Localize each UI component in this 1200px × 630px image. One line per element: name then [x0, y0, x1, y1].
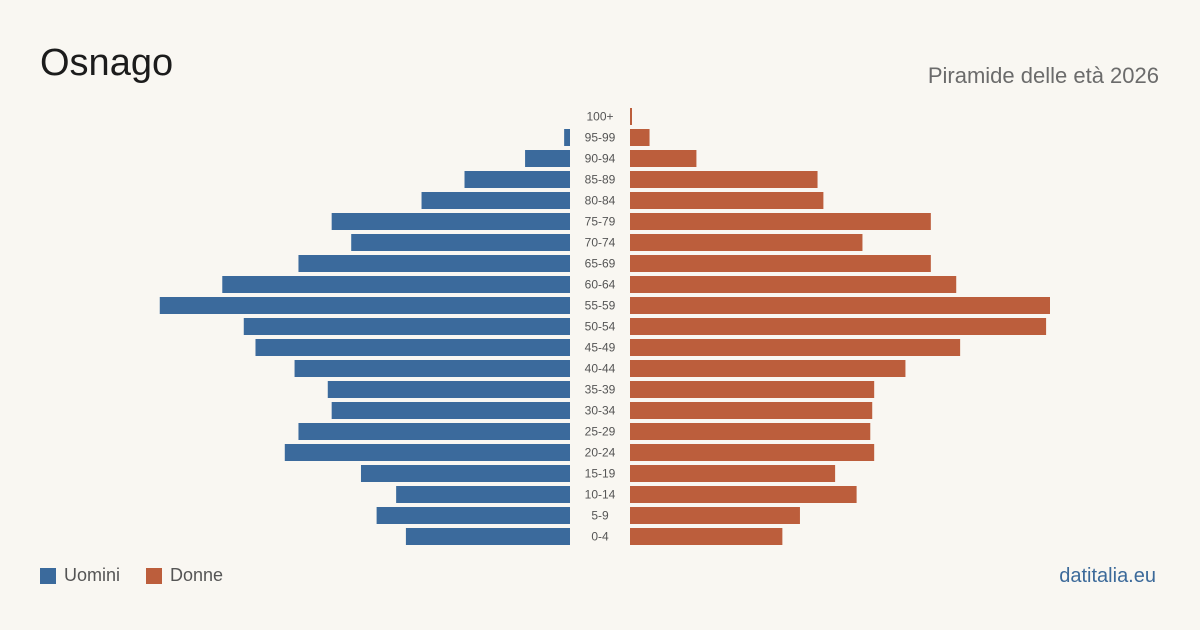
age-label-35-39: 35-39: [585, 383, 616, 397]
age-label-25-29: 25-29: [585, 425, 616, 439]
age-label-85-89: 85-89: [585, 173, 616, 187]
bar-men-10-14: [396, 486, 570, 503]
bar-women-35-39: [630, 381, 875, 398]
bar-men-15-19: [360, 465, 570, 482]
chart-title: Osnago: [40, 42, 174, 84]
bar-women-80-84: [630, 192, 824, 209]
bar-men-5-9: [376, 507, 570, 524]
legend-swatch-men: [40, 567, 56, 584]
bar-women-75-79: [630, 213, 931, 230]
age-label-75-79: 75-79: [585, 215, 616, 229]
bar-women-90-94: [630, 150, 697, 167]
age-label-65-69: 65-69: [585, 257, 616, 271]
bar-men-30-34: [331, 402, 570, 419]
age-label-0-4: 0-4: [591, 530, 609, 544]
bar-women-45-49: [630, 339, 961, 356]
bar-men-95-99: [564, 129, 570, 146]
age-label-30-34: 30-34: [585, 404, 616, 418]
bar-women-50-54: [630, 318, 1047, 335]
bar-men-75-79: [331, 213, 570, 230]
legend-item-men: Uomini: [40, 565, 120, 586]
bar-men-55-59: [159, 297, 570, 314]
bar-men-50-54: [243, 318, 570, 335]
bar-women-65-69: [630, 255, 931, 272]
bar-women-40-44: [630, 360, 906, 377]
bar-men-35-39: [327, 381, 570, 398]
age-label-55-59: 55-59: [585, 299, 616, 313]
age-label-15-19: 15-19: [585, 467, 616, 481]
bar-women-95-99: [630, 129, 650, 146]
bar-women-70-74: [630, 234, 863, 251]
bar-women-0-4: [630, 528, 783, 545]
bar-women-25-29: [630, 423, 871, 440]
bar-men-20-24: [284, 444, 570, 461]
bar-men-80-84: [421, 192, 570, 209]
bar-women-5-9: [630, 507, 800, 524]
bar-men-90-94: [525, 150, 570, 167]
bar-men-60-64: [222, 276, 571, 293]
bar-men-25-29: [298, 423, 570, 440]
source-link[interactable]: datitalia.eu: [1059, 565, 1156, 587]
bar-women-60-64: [630, 276, 957, 293]
chart-subtitle: Piramide delle età 2026: [927, 63, 1159, 88]
legend-swatch-women: [146, 567, 163, 584]
age-label-70-74: 70-74: [585, 236, 616, 250]
bar-women-30-34: [630, 402, 873, 419]
bar-women-15-19: [630, 465, 836, 482]
age-label-100plus: 100+: [586, 110, 613, 124]
legend-item-women: Donne: [146, 565, 223, 586]
bar-men-45-49: [255, 339, 570, 356]
bar-men-85-89: [464, 171, 570, 188]
age-label-95-99: 95-99: [585, 131, 616, 145]
bar-women-55-59: [630, 297, 1050, 314]
bar-men-70-74: [351, 234, 570, 251]
bar-men-40-44: [294, 360, 570, 377]
age-label-20-24: 20-24: [585, 446, 616, 460]
bar-men-65-69: [298, 255, 570, 272]
legend-label-women: Donne: [170, 565, 224, 585]
age-label-90-94: 90-94: [585, 152, 616, 166]
bar-women-20-24: [630, 444, 875, 461]
age-label-10-14: 10-14: [585, 488, 616, 502]
legend: Uomini Donne: [40, 565, 249, 586]
age-label-45-49: 45-49: [585, 341, 616, 355]
age-label-80-84: 80-84: [585, 194, 616, 208]
age-label-50-54: 50-54: [585, 320, 616, 334]
bar-women-85-89: [630, 171, 818, 188]
bar-women-10-14: [630, 486, 857, 503]
age-label-5-9: 5-9: [591, 509, 609, 523]
age-label-40-44: 40-44: [585, 362, 616, 376]
bar-women-100plus: [630, 108, 632, 125]
bar-men-0-4: [405, 528, 570, 545]
age-label-60-64: 60-64: [585, 278, 616, 292]
legend-label-men: Uomini: [64, 565, 121, 585]
